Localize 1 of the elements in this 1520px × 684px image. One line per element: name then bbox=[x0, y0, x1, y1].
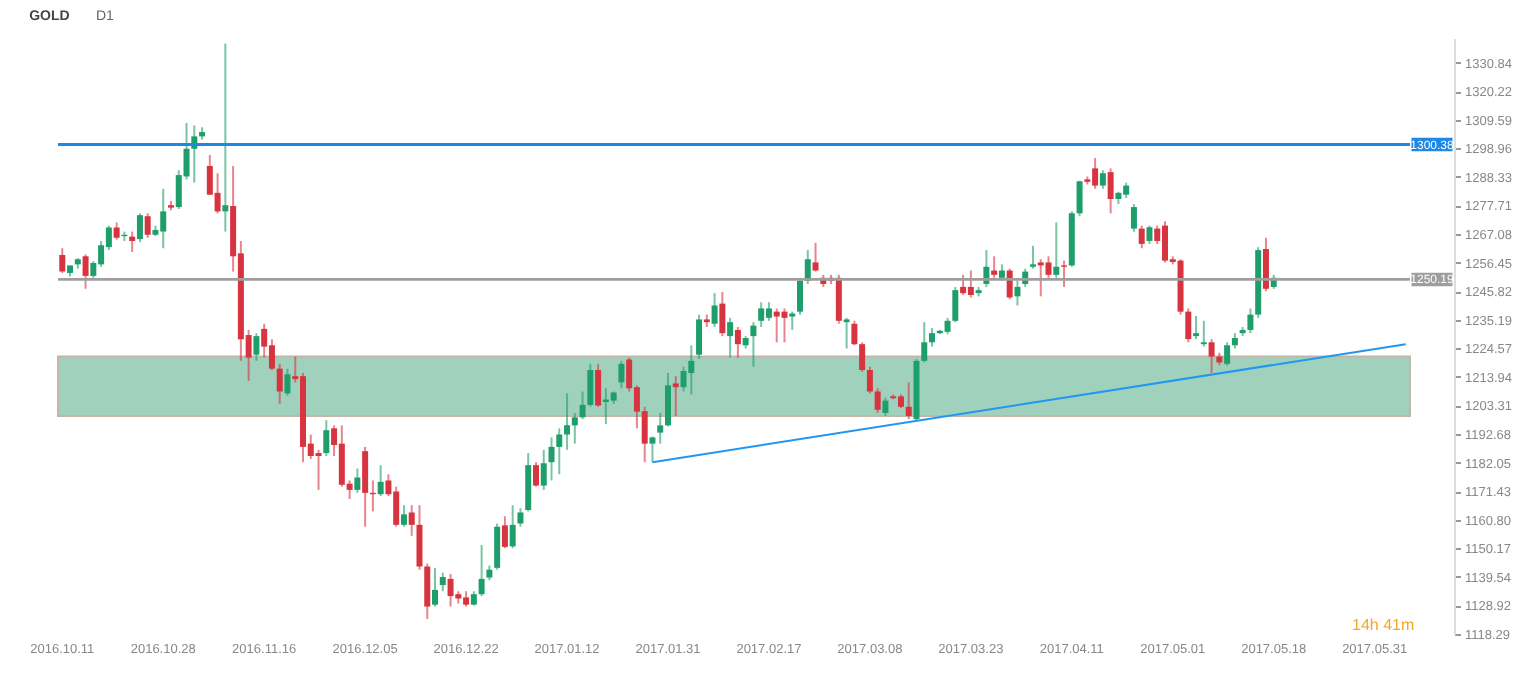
annotation: 14h 41m bbox=[1352, 616, 1415, 634]
